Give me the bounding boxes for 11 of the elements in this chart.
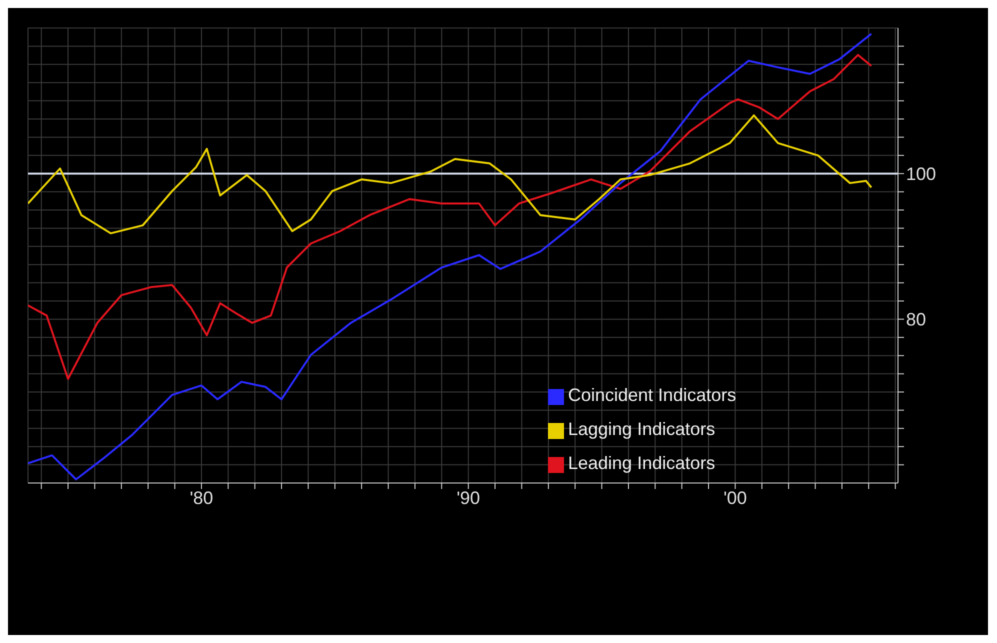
line-series [28, 54, 872, 380]
line-series [28, 32, 872, 480]
x-tick-label: '00 [723, 488, 747, 508]
x-tick-label: '80 [190, 488, 214, 508]
line-series [28, 114, 872, 234]
legend-label: Lagging Indicators [568, 419, 716, 439]
y-tick-label: 100 [906, 164, 936, 184]
y-tick-label: 80 [906, 310, 926, 330]
legend-label: Coincident Indicators [568, 385, 736, 405]
legend-label: Leading Indicators [568, 453, 716, 473]
x-tick-label: '90 [456, 488, 480, 508]
